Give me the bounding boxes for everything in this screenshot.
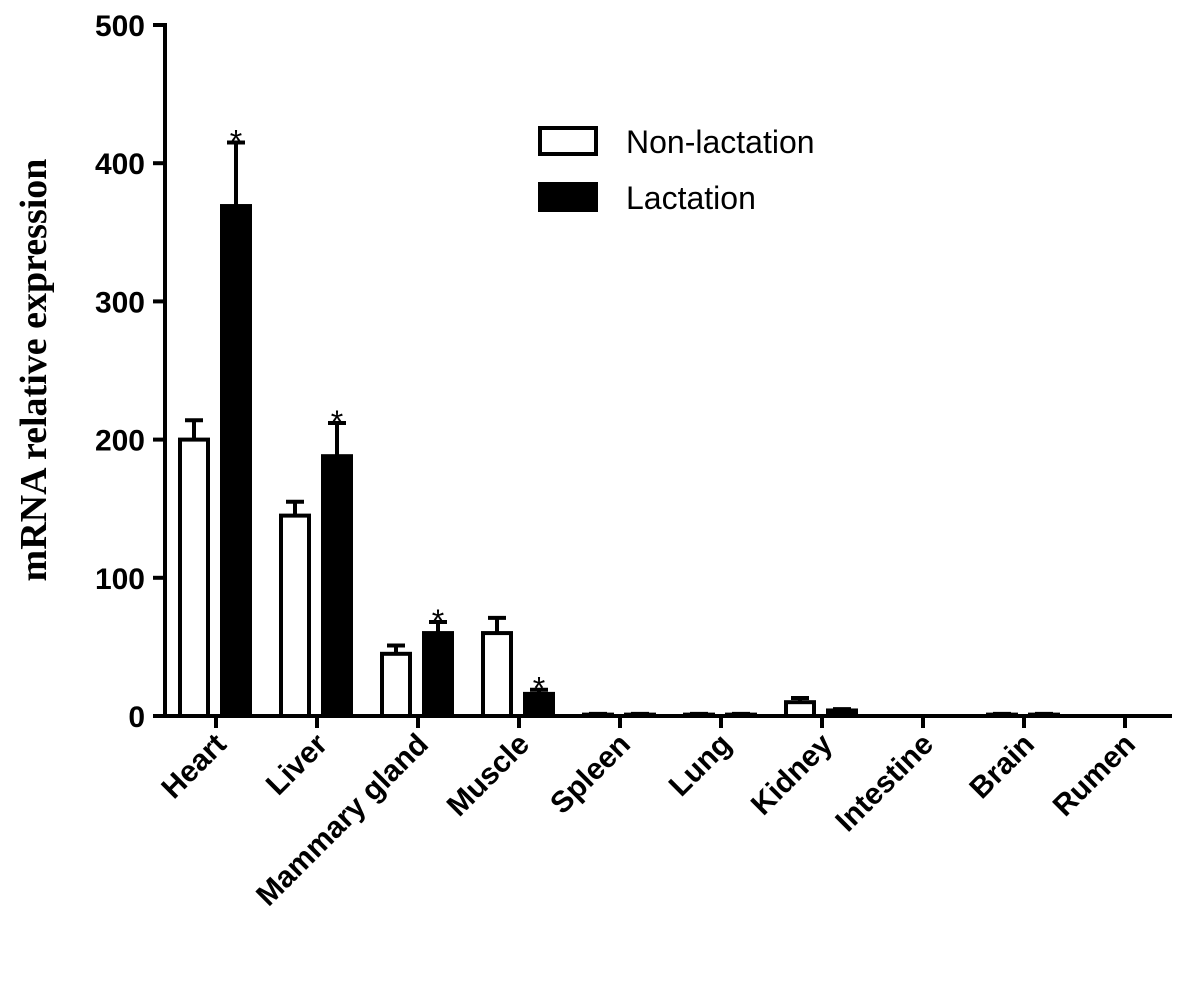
y-tick-label: 300 [95, 286, 145, 319]
bar-non-lactation [986, 712, 1018, 718]
bar-non-lactation [178, 437, 210, 718]
x-tick-label: Mammary gland [250, 728, 435, 913]
x-tick-label: Brain [963, 728, 1041, 806]
bar-lactation [523, 691, 555, 718]
bar-lactation [1028, 712, 1060, 718]
x-tick-label: Kidney [745, 727, 839, 821]
significance-marker: * [432, 603, 444, 639]
bar-non-lactation [481, 631, 513, 719]
x-tick-label: Spleen [544, 728, 637, 821]
bar-lactation [826, 708, 858, 718]
x-tick-label: Intestine [829, 728, 940, 839]
y-axis-label: mRNA relative expression [13, 159, 55, 582]
legend-swatch [538, 126, 598, 156]
x-tick-label: Rumen [1047, 728, 1142, 823]
bar-lactation [321, 454, 353, 718]
legend: Non-lactation Lactation [538, 124, 815, 216]
legend-label: Lactation [626, 180, 756, 216]
bar-lactation [624, 712, 656, 718]
bar-non-lactation [582, 712, 614, 718]
bar-non-lactation [683, 712, 715, 718]
legend-swatch [538, 182, 598, 212]
significance-marker: * [331, 404, 343, 440]
significance-marker: * [533, 671, 545, 707]
y-tick-label: 100 [95, 563, 145, 596]
bar-non-lactation [279, 513, 311, 718]
bar-lactation [725, 712, 757, 718]
x-tick-label: Liver [260, 727, 334, 801]
bar-non-lactation [380, 651, 412, 718]
bars: * * * * [178, 123, 1060, 719]
y-tick-label: 500 [95, 10, 145, 43]
significance-marker: * [230, 123, 242, 159]
bar-lactation [220, 204, 252, 719]
x-tick-label: Lung [663, 728, 738, 803]
x-tick-label: Heart [155, 728, 233, 806]
bar-non-lactation [784, 700, 816, 718]
legend-label: Non-lactation [626, 124, 815, 160]
x-tick-label: Muscle [441, 728, 536, 823]
bar-lactation [422, 631, 454, 719]
y-tick-label: 0 [128, 701, 145, 734]
y-tick-label: 200 [95, 425, 145, 458]
y-tick-label: 400 [95, 148, 145, 181]
y-axis: 0 100 200 300 400 500 [95, 10, 167, 734]
